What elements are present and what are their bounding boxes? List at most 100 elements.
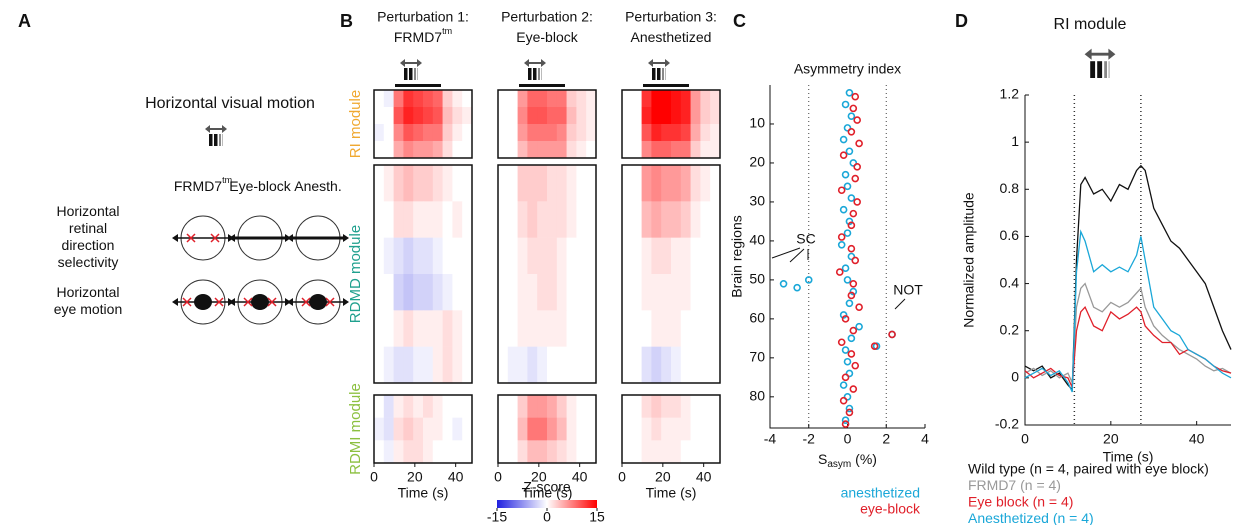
heatmap-cell (383, 274, 394, 311)
heatmap-cell (651, 201, 662, 238)
heatmap-cell (651, 346, 662, 384)
heatmap-cell (576, 274, 587, 311)
heatmap-cell (566, 237, 577, 275)
heatmap-cell (507, 417, 518, 441)
icon-bar (665, 68, 666, 80)
heatmap-cell (622, 107, 633, 125)
heatmap-cell (393, 274, 404, 311)
icon-bar (533, 68, 537, 80)
red-x (267, 297, 277, 307)
heatmap-cell (498, 201, 509, 238)
heatmap-cell (374, 417, 385, 441)
heatmap-cell (452, 274, 463, 311)
stimulus-bar (643, 84, 689, 87)
heatmap-cell (413, 107, 424, 125)
heatmap-cell (690, 346, 701, 384)
heatmap-cell (537, 395, 548, 418)
heatmap-cell (547, 107, 558, 125)
heatmap-cell (383, 310, 394, 347)
heatmap-cell (423, 310, 434, 347)
heatmap-cell (556, 346, 567, 384)
heatmap-cell (680, 141, 691, 159)
heatmap-cell (527, 124, 538, 142)
heatmap-cell (671, 165, 682, 202)
heatmap-cell (622, 440, 633, 464)
heatmap-cell (413, 440, 424, 464)
heatmap-cell (413, 417, 424, 441)
icon-arrowhead (524, 59, 546, 67)
heatmap-cell (586, 440, 597, 464)
colorbar-tick-label: -15 (487, 509, 507, 525)
scatter-point (793, 283, 801, 292)
scatter-point (849, 385, 858, 393)
icon-arrowhead (648, 59, 670, 67)
heatmap-cell (527, 201, 538, 238)
heatmap-cell (383, 90, 394, 108)
x-axis-label: Time (s) (1103, 449, 1154, 465)
chart-title: Asymmetry index (794, 61, 901, 77)
row-label: eye motion (54, 301, 122, 317)
scatter-point (845, 404, 854, 413)
column-name: Eye-block (229, 178, 291, 194)
eye-ball (194, 294, 212, 310)
scatter-point (853, 163, 861, 171)
heatmap-cell (622, 346, 633, 384)
y-tick-label: 30 (749, 193, 765, 209)
legend-entry: Eye block (n = 4) (968, 494, 1073, 510)
heatmap-cell (413, 237, 424, 275)
heatmap-cell (462, 165, 473, 202)
scatter-point (841, 373, 850, 382)
heatmap-cell (690, 165, 701, 202)
heatmap-cell (576, 141, 587, 159)
heatmap-cell (547, 141, 558, 159)
module-box (373, 394, 473, 464)
module-box (373, 164, 473, 384)
heatmap-cell (690, 310, 701, 347)
heatmap-cell (432, 237, 443, 275)
heatmap-cell (622, 310, 633, 347)
heatmap-cell (641, 237, 652, 275)
heatmap-cell (442, 237, 453, 275)
heatmap-cell (442, 124, 453, 142)
heatmap-cell (566, 124, 577, 142)
column-label: FRMD7tm (174, 175, 232, 193)
y-tick-label: 80 (749, 388, 765, 404)
x-tick-label: 40 (572, 469, 588, 485)
heatmap-cell (556, 107, 567, 125)
eye-ball (251, 294, 269, 310)
heatmap-cell (374, 90, 385, 108)
heatmap-cell (374, 201, 385, 238)
heatmap-cell (413, 124, 424, 142)
heatmap-cell (413, 310, 424, 347)
heatmap-cell (631, 165, 642, 202)
heatmap-cell (710, 141, 721, 159)
heatmap-cell (374, 124, 385, 142)
scatter-point (847, 127, 856, 136)
heatmap-cell (527, 274, 538, 311)
heatmap-cell (641, 440, 652, 464)
heatmap-cell (537, 274, 548, 311)
heatmap-cell (383, 237, 394, 275)
heatmap-cell (393, 440, 404, 464)
heatmap-cell (393, 417, 404, 441)
heatmap-cell (423, 165, 434, 202)
heatmap-cell (527, 165, 538, 202)
heatmap-cell (641, 124, 652, 142)
scatter-point (835, 268, 844, 276)
scatter-point (888, 330, 896, 339)
heatmap-cell (403, 274, 414, 311)
heatmap-cell (631, 274, 642, 311)
heatmap-cell (537, 124, 548, 142)
heatmap-cell (566, 165, 577, 202)
scatter-point (851, 92, 860, 101)
row-label: Horizontal (56, 284, 119, 300)
icon-bar (528, 68, 532, 80)
heatmap-cell (498, 395, 509, 418)
heatmap-cell (507, 395, 518, 418)
heatmap-cell (442, 274, 453, 311)
y-tick-label: 1.2 (1000, 86, 1020, 102)
heatmap-cell (452, 165, 463, 202)
heatmap-cell (547, 346, 558, 384)
heatmap-cell (631, 417, 642, 441)
